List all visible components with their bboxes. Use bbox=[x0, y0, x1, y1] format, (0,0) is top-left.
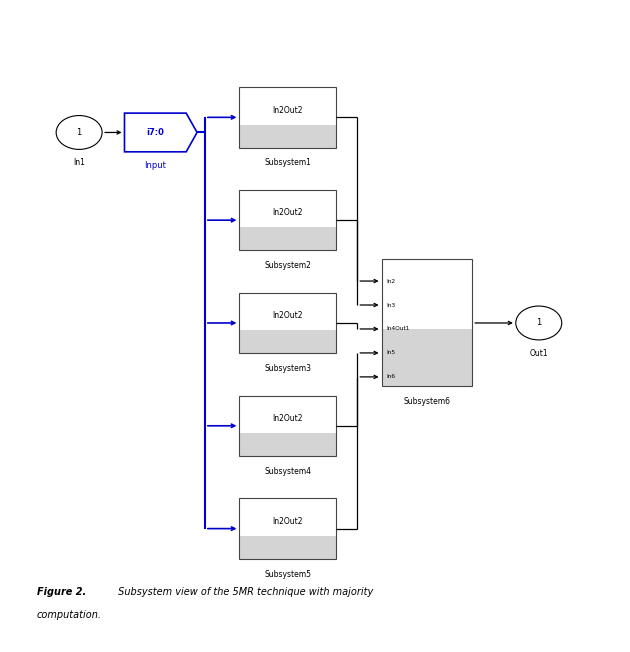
Bar bbox=[239, 190, 336, 228]
Bar bbox=[239, 87, 336, 147]
Bar bbox=[239, 293, 336, 353]
Text: In2: In2 bbox=[386, 278, 396, 284]
Polygon shape bbox=[125, 113, 197, 152]
Text: 1: 1 bbox=[536, 318, 541, 327]
Bar bbox=[239, 498, 336, 559]
Bar bbox=[239, 498, 336, 536]
Text: computation.: computation. bbox=[37, 610, 102, 620]
Bar bbox=[239, 190, 336, 250]
Ellipse shape bbox=[516, 306, 562, 340]
Text: In2Out2: In2Out2 bbox=[273, 209, 303, 217]
Text: In2Out2: In2Out2 bbox=[273, 414, 303, 423]
Bar bbox=[382, 259, 472, 329]
Text: In1: In1 bbox=[73, 158, 85, 168]
Bar bbox=[239, 433, 336, 456]
Text: In4Out1: In4Out1 bbox=[386, 327, 410, 331]
Text: Subsystem1: Subsystem1 bbox=[265, 158, 311, 168]
Text: Out1: Out1 bbox=[529, 349, 548, 358]
Bar bbox=[382, 329, 472, 387]
Text: In5: In5 bbox=[386, 350, 396, 355]
Bar bbox=[239, 87, 336, 125]
Bar bbox=[239, 396, 336, 433]
Text: Input: Input bbox=[144, 162, 166, 170]
Text: 1: 1 bbox=[76, 128, 82, 137]
Text: In2Out2: In2Out2 bbox=[273, 106, 303, 115]
Text: Subsystem view of the 5MR technique with majority: Subsystem view of the 5MR technique with… bbox=[115, 587, 374, 597]
Text: Subsystem4: Subsystem4 bbox=[264, 467, 311, 476]
Text: i7:0: i7:0 bbox=[146, 128, 164, 137]
Bar bbox=[382, 259, 472, 387]
Text: Subsystem5: Subsystem5 bbox=[264, 570, 311, 579]
Bar bbox=[239, 293, 336, 330]
Text: Figure 2.: Figure 2. bbox=[37, 587, 86, 597]
Bar bbox=[239, 125, 336, 147]
Bar bbox=[239, 536, 336, 559]
Text: Subsystem6: Subsystem6 bbox=[403, 397, 450, 406]
Text: In2Out2: In2Out2 bbox=[273, 311, 303, 320]
Text: In2Out2: In2Out2 bbox=[273, 517, 303, 526]
Bar bbox=[239, 330, 336, 353]
Bar bbox=[239, 396, 336, 456]
Bar bbox=[239, 228, 336, 250]
Text: In6: In6 bbox=[386, 374, 396, 379]
Ellipse shape bbox=[56, 115, 102, 149]
Text: Subsystem2: Subsystem2 bbox=[265, 261, 311, 271]
Text: Subsystem3: Subsystem3 bbox=[264, 364, 311, 373]
Text: In3: In3 bbox=[386, 303, 396, 308]
